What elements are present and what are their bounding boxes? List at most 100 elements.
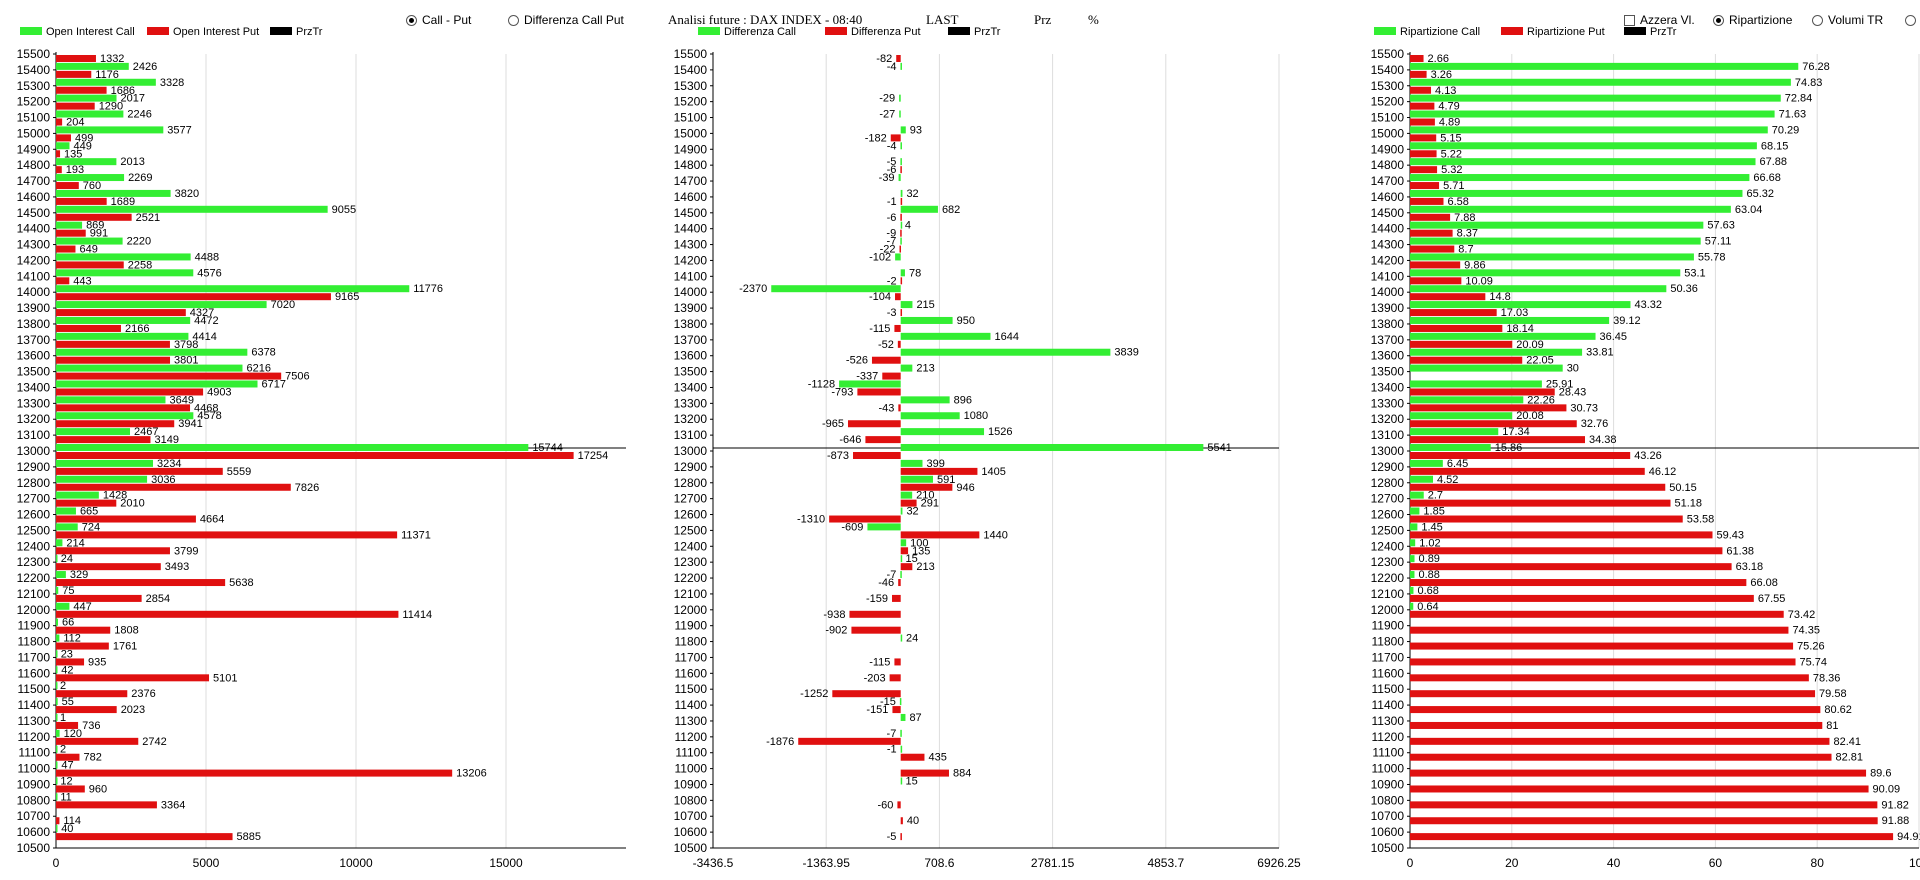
call-bar <box>900 571 902 579</box>
data-label: 329 <box>70 569 88 581</box>
data-label: 3328 <box>160 77 184 89</box>
put-bar <box>1410 721 1823 729</box>
put-bar <box>1410 134 1437 142</box>
diff-call-put-radio[interactable]: Differenza Call Put <box>508 13 624 27</box>
put-bar <box>1410 579 1747 587</box>
y-tick-label: 10800 <box>17 793 51 807</box>
call-bar <box>1410 491 1424 499</box>
data-label: 4903 <box>207 386 231 398</box>
data-label: 78 <box>909 267 921 279</box>
radio-unselected-icon <box>1812 15 1823 26</box>
data-label: -2 <box>887 275 897 287</box>
data-label: 2.66 <box>1428 53 1449 65</box>
y-tick-label: 11400 <box>18 698 51 712</box>
data-label: 50.15 <box>1669 482 1697 494</box>
call-bar <box>1410 94 1781 102</box>
put-bar <box>1410 626 1789 634</box>
data-label: 6378 <box>251 347 275 359</box>
x-tick-label: 708.6 <box>924 856 954 870</box>
data-label: 87 <box>909 712 921 724</box>
put-bar <box>1410 563 1732 571</box>
y-tick-label: 14600 <box>17 190 51 204</box>
put-bar <box>1410 229 1453 237</box>
put-bar <box>1410 245 1455 253</box>
data-label: 2467 <box>134 426 158 438</box>
put-bar <box>56 594 142 602</box>
y-tick-label: 12800 <box>17 476 51 490</box>
put-bar <box>56 499 117 507</box>
put-bar <box>1410 356 1523 364</box>
y-tick-label: 11900 <box>18 619 51 633</box>
data-label: 11776 <box>413 283 443 295</box>
y-tick-label: 14900 <box>1371 142 1405 156</box>
data-label: 43.32 <box>1634 299 1662 311</box>
call-bar <box>1410 475 1434 483</box>
data-label: -7 <box>887 236 897 248</box>
put-bar <box>56 86 107 94</box>
put-bar <box>56 197 107 205</box>
ripartizione-radio[interactable]: Ripartizione <box>1713 13 1792 27</box>
y-tick-label: 14800 <box>17 158 51 172</box>
data-label: 447 <box>73 601 91 613</box>
call-bar <box>1410 269 1681 277</box>
data-label: 68.15 <box>1761 140 1789 152</box>
radio-unselected-icon <box>508 15 519 26</box>
put-bar <box>56 277 70 285</box>
legend-label: Open Interest Put <box>173 26 259 38</box>
legend-label: Differenza Call <box>724 26 796 38</box>
data-label: 17.34 <box>1502 426 1530 438</box>
data-label: -337 <box>856 371 878 383</box>
data-label: 4578 <box>197 410 221 422</box>
y-tick-label: 12400 <box>17 539 51 553</box>
volumi-radio[interactable]: Volumi TR <box>1812 13 1883 27</box>
y-tick-label: 10700 <box>1371 809 1405 823</box>
y-tick-label: 15300 <box>674 79 708 93</box>
call-bar <box>1410 571 1415 579</box>
call-bar <box>1410 539 1416 547</box>
legend-swatch <box>825 27 847 35</box>
data-label: 75 <box>62 585 74 597</box>
call-bar <box>1410 364 1563 372</box>
y-tick-label: 11000 <box>1372 762 1405 776</box>
data-label: 93 <box>910 124 922 136</box>
call-put-radio[interactable]: Call - Put <box>406 13 471 27</box>
put-bar <box>900 483 953 491</box>
y-tick-label: 11500 <box>18 682 51 696</box>
data-label: 12 <box>60 775 72 787</box>
data-label: -60 <box>878 799 894 811</box>
data-label: 4.52 <box>1437 474 1458 486</box>
checkbox-icon <box>1624 15 1635 26</box>
data-label: 5.15 <box>1440 132 1461 144</box>
y-tick-label: 13000 <box>17 444 51 458</box>
data-label: 24 <box>906 633 918 645</box>
data-label: 15744 <box>532 442 563 454</box>
data-label: 0.68 <box>1417 585 1438 597</box>
y-tick-label: 11400 <box>1372 698 1405 712</box>
azzera-label: Azzera Vl. <box>1640 13 1695 27</box>
y-tick-label: 13700 <box>674 333 708 347</box>
legend-label: PrzTr <box>296 26 323 38</box>
put-bar <box>900 499 917 507</box>
put-bar <box>1410 801 1878 809</box>
data-label: 3801 <box>174 355 198 367</box>
pct-label: % <box>1088 12 1099 27</box>
prz-label: Prz <box>1034 12 1052 27</box>
y-tick-label: 12900 <box>1371 460 1405 474</box>
data-label: 4 <box>905 220 911 232</box>
last-label: LAST <box>926 12 959 27</box>
data-label: -938 <box>823 609 845 621</box>
y-tick-label: 15200 <box>1371 95 1405 109</box>
call-bar <box>56 777 58 785</box>
y-tick-label: 13600 <box>1371 349 1405 363</box>
data-label: 79.58 <box>1819 688 1847 700</box>
data-label: 7506 <box>285 371 309 383</box>
call-bar <box>900 491 913 499</box>
call-bar <box>1410 507 1420 515</box>
extra-radio[interactable] <box>1905 13 1920 27</box>
y-tick-label: 13600 <box>17 349 51 363</box>
put-bar <box>900 277 903 285</box>
put-bar <box>56 261 124 269</box>
y-tick-label: 11000 <box>675 762 708 776</box>
data-label: 4.89 <box>1439 117 1460 129</box>
azzera-checkbox[interactable]: Azzera Vl. <box>1624 13 1695 27</box>
